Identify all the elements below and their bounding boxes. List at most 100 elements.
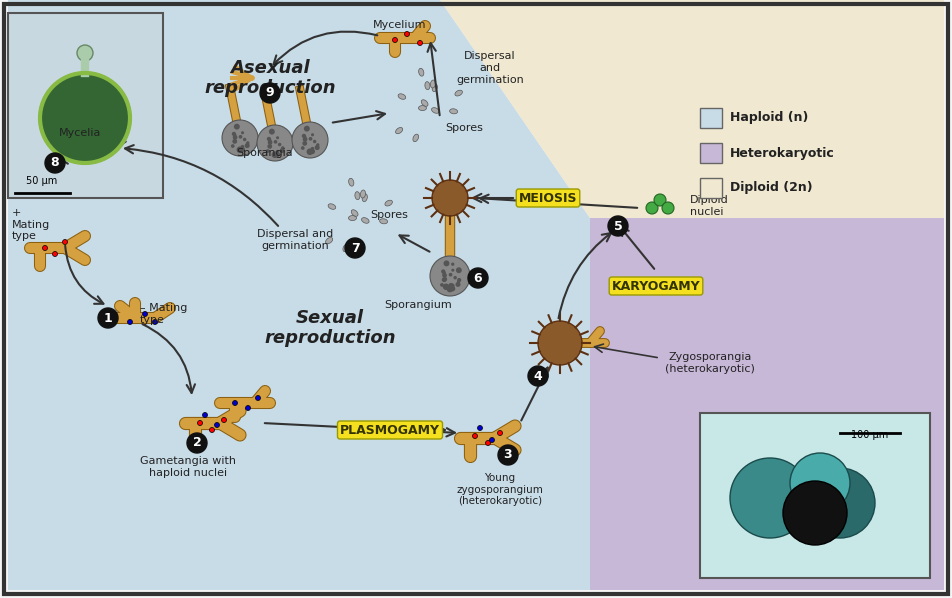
Circle shape: [498, 445, 518, 465]
Circle shape: [730, 458, 810, 538]
Circle shape: [203, 413, 208, 417]
Text: Young
zygosporangium
(heterokaryotic): Young zygosporangium (heterokaryotic): [457, 473, 544, 506]
Circle shape: [267, 137, 271, 141]
Circle shape: [301, 146, 305, 150]
Circle shape: [209, 428, 214, 432]
Circle shape: [444, 260, 449, 266]
Text: 3: 3: [504, 448, 512, 462]
Text: Sexual
reproduction: Sexual reproduction: [265, 309, 396, 347]
Circle shape: [453, 276, 457, 279]
FancyBboxPatch shape: [700, 108, 722, 128]
Ellipse shape: [421, 100, 428, 106]
Ellipse shape: [361, 190, 366, 198]
Circle shape: [232, 139, 237, 144]
Text: 2: 2: [192, 437, 202, 450]
Ellipse shape: [380, 219, 387, 224]
Circle shape: [456, 283, 459, 286]
Circle shape: [231, 144, 234, 148]
Circle shape: [489, 438, 494, 443]
Ellipse shape: [343, 244, 348, 252]
Circle shape: [316, 144, 320, 147]
Circle shape: [268, 138, 271, 142]
Text: KARYOGAMY: KARYOGAMY: [612, 279, 701, 292]
FancyBboxPatch shape: [700, 143, 722, 163]
Text: Gametangia with
haploid nuclei: Gametangia with haploid nuclei: [140, 456, 236, 478]
Circle shape: [281, 147, 285, 150]
Circle shape: [271, 151, 278, 158]
Ellipse shape: [413, 134, 419, 142]
Circle shape: [455, 282, 461, 287]
Circle shape: [278, 143, 282, 147]
Circle shape: [214, 423, 220, 428]
Circle shape: [486, 441, 490, 446]
Circle shape: [446, 286, 453, 292]
Circle shape: [152, 319, 157, 325]
Circle shape: [91, 141, 96, 145]
Circle shape: [245, 143, 249, 148]
Ellipse shape: [398, 94, 406, 99]
Circle shape: [243, 138, 247, 141]
Circle shape: [442, 273, 446, 277]
Ellipse shape: [348, 178, 354, 186]
Ellipse shape: [419, 68, 424, 76]
Text: Heterokaryotic: Heterokaryotic: [730, 147, 835, 160]
Circle shape: [315, 145, 320, 150]
Circle shape: [303, 135, 307, 139]
Circle shape: [430, 256, 470, 296]
Circle shape: [268, 129, 275, 135]
Ellipse shape: [326, 237, 332, 244]
Circle shape: [472, 434, 478, 438]
Circle shape: [448, 273, 452, 276]
Circle shape: [432, 180, 468, 216]
Text: 100 μm: 100 μm: [851, 430, 888, 440]
Text: Sporangia: Sporangia: [237, 148, 293, 158]
Circle shape: [443, 283, 449, 290]
Circle shape: [805, 468, 875, 538]
Text: Diploid (2n): Diploid (2n): [730, 182, 813, 194]
Circle shape: [222, 417, 227, 423]
Circle shape: [128, 319, 132, 325]
Circle shape: [197, 420, 203, 426]
Ellipse shape: [432, 84, 437, 91]
Circle shape: [268, 140, 272, 145]
Circle shape: [662, 202, 674, 214]
Circle shape: [457, 278, 462, 282]
Circle shape: [303, 141, 307, 146]
Text: 6: 6: [474, 271, 483, 285]
Circle shape: [236, 147, 243, 153]
Text: Spores: Spores: [445, 123, 483, 133]
FancyBboxPatch shape: [700, 413, 930, 578]
Circle shape: [222, 120, 258, 156]
Circle shape: [63, 240, 68, 245]
Circle shape: [442, 277, 446, 282]
Circle shape: [68, 145, 72, 151]
Circle shape: [443, 277, 447, 281]
Circle shape: [538, 321, 582, 365]
Circle shape: [418, 41, 423, 45]
Ellipse shape: [362, 194, 367, 202]
Polygon shape: [590, 218, 944, 590]
Circle shape: [304, 126, 309, 132]
Circle shape: [451, 263, 454, 266]
Circle shape: [309, 149, 315, 154]
Circle shape: [303, 137, 307, 142]
Circle shape: [654, 194, 666, 206]
Text: Haploid (n): Haploid (n): [730, 111, 808, 124]
Circle shape: [241, 145, 245, 148]
Circle shape: [280, 148, 285, 153]
Ellipse shape: [396, 127, 403, 134]
Ellipse shape: [351, 210, 358, 216]
Text: 9: 9: [266, 87, 274, 99]
Circle shape: [77, 45, 93, 61]
Circle shape: [441, 269, 446, 273]
Ellipse shape: [419, 106, 426, 111]
Text: Spores: Spores: [370, 210, 407, 220]
Circle shape: [310, 147, 314, 151]
Circle shape: [313, 140, 316, 144]
Circle shape: [440, 283, 444, 287]
Text: Dispersal
and
germination: Dispersal and germination: [456, 51, 524, 84]
Circle shape: [232, 135, 237, 140]
Ellipse shape: [385, 200, 392, 206]
Circle shape: [233, 133, 236, 137]
Text: 8: 8: [50, 157, 59, 169]
